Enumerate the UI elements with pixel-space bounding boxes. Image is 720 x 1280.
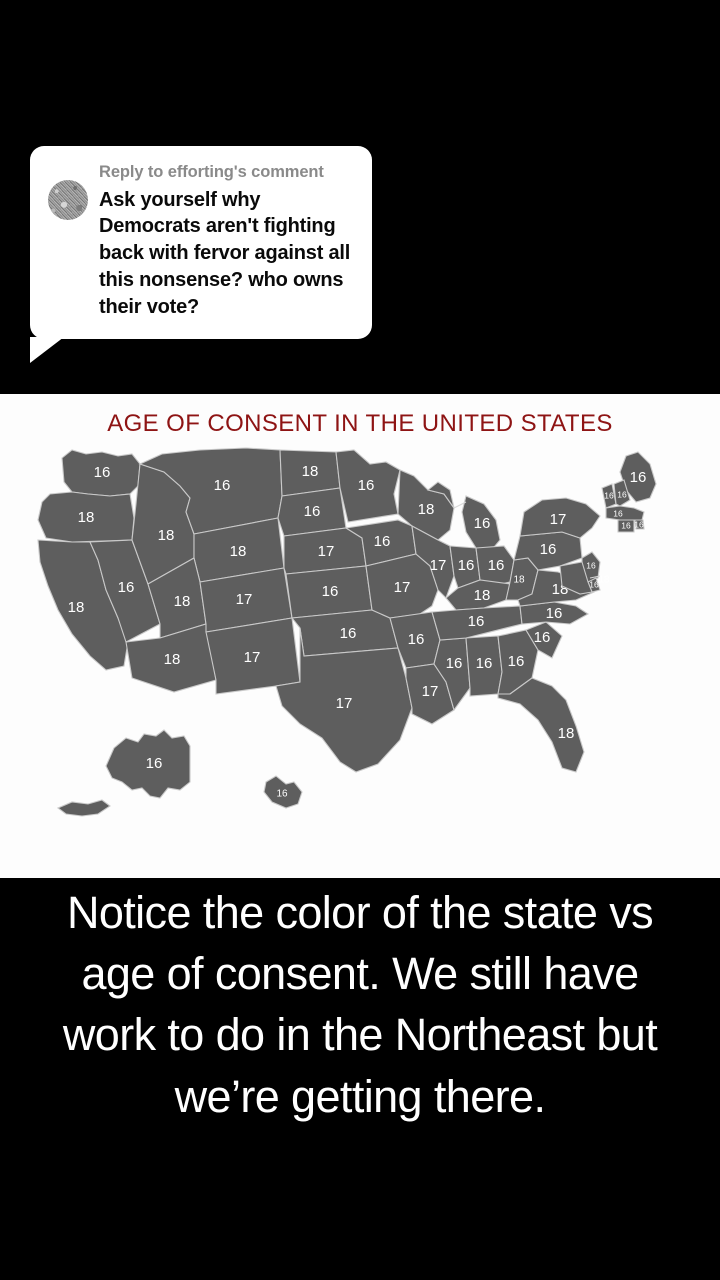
state-label-ME: 16 [630, 469, 647, 486]
state-label-IN: 16 [458, 557, 475, 574]
state-label-NH: 16 [617, 489, 627, 499]
state-label-WA: 16 [94, 464, 111, 481]
state-label-WY: 18 [230, 543, 247, 560]
state-label-MD: 18 [598, 575, 610, 586]
state-label-WI: 18 [418, 501, 435, 518]
state-label-UT: 18 [174, 593, 191, 610]
state-label-AZ: 18 [164, 651, 181, 668]
state-label-KS: 16 [322, 583, 339, 600]
state-shape-MN [335, 449, 401, 523]
state-label-ID: 18 [158, 527, 175, 544]
leader-line-mi [453, 501, 467, 509]
state-label-TN: 16 [468, 613, 485, 630]
state-label-TX: 17 [336, 695, 353, 712]
state-label-HI: 16 [276, 789, 288, 800]
state-label-OH: 16 [488, 557, 505, 574]
state-shape-FL [497, 677, 585, 773]
caption-block: Notice the color of the state vs age of … [0, 878, 720, 1198]
state-label-FL: 18 [558, 725, 575, 742]
leader-line-md [589, 575, 601, 579]
state-shape-NY [519, 497, 601, 539]
comment-body: Ask yourself why Democrats aren't fighti… [99, 188, 351, 318]
state-label-SD: 16 [304, 503, 321, 520]
state-label-MO: 17 [394, 579, 411, 596]
state-label-NE: 17 [318, 543, 335, 560]
state-shape-MD [559, 561, 593, 595]
state-label-IL: 17 [430, 557, 447, 574]
state-label-VT: 16 [604, 490, 614, 500]
state-shape-HI [263, 775, 303, 809]
commenter-avatar[interactable] [48, 180, 88, 220]
state-label-CO: 17 [236, 591, 253, 608]
state-shape-AK [56, 729, 191, 817]
state-label-AK: 16 [146, 755, 163, 772]
state-label-CT: 16 [621, 520, 631, 530]
state-label-RI: 16 [634, 519, 644, 529]
state-label-NV: 16 [118, 579, 135, 596]
state-label-AR: 16 [408, 631, 425, 648]
state-shape-TX [275, 627, 413, 773]
state-shape-RI [634, 519, 645, 530]
state-label-WV: 18 [513, 575, 525, 586]
caption-text: Notice the color of the state vs age of … [62, 887, 658, 1122]
state-label-GA: 16 [508, 653, 525, 670]
state-label-NJ: 16 [586, 560, 596, 570]
map-panel: AGE OF CONSENT IN THE UNITED STATES 16 1… [0, 394, 720, 878]
state-label-LA: 17 [422, 683, 439, 700]
state-shape-ME [619, 451, 657, 503]
state-label-PA: 16 [540, 541, 557, 558]
state-shape-NH [613, 479, 631, 507]
state-shape-MA [605, 505, 645, 521]
state-label-DE: 16 [589, 579, 599, 589]
state-label-AL: 16 [476, 655, 493, 672]
comment-bubble[interactable]: Reply to efforting's comment Ask yoursel… [30, 146, 372, 363]
state-label-ND: 18 [302, 463, 319, 480]
reply-label: Reply to efforting's comment [99, 163, 324, 181]
map-title: AGE OF CONSENT IN THE UNITED STATES [107, 410, 613, 437]
us-choropleth-map: 16 18 18 16 18 16 18 [14, 442, 706, 862]
bubble-tail [30, 336, 64, 363]
state-label-NC: 16 [546, 605, 563, 622]
state-label-MT: 16 [214, 477, 231, 494]
state-label-MS: 16 [446, 655, 463, 672]
state-label-OK: 16 [340, 625, 357, 642]
state-label-IA: 16 [374, 533, 391, 550]
state-label-OR: 18 [78, 509, 95, 526]
state-label-CA: 18 [68, 599, 85, 616]
state-label-MN: 16 [358, 477, 375, 494]
state-shape-SC [525, 621, 563, 659]
state-shape-CT [617, 519, 635, 533]
state-label-NY: 17 [550, 511, 567, 528]
state-label-MI: 16 [474, 515, 491, 532]
state-label-NM: 17 [244, 649, 261, 666]
state-label-MA: 16 [613, 508, 623, 518]
state-label-KY: 18 [474, 587, 491, 604]
state-label-SC: 16 [534, 629, 551, 646]
